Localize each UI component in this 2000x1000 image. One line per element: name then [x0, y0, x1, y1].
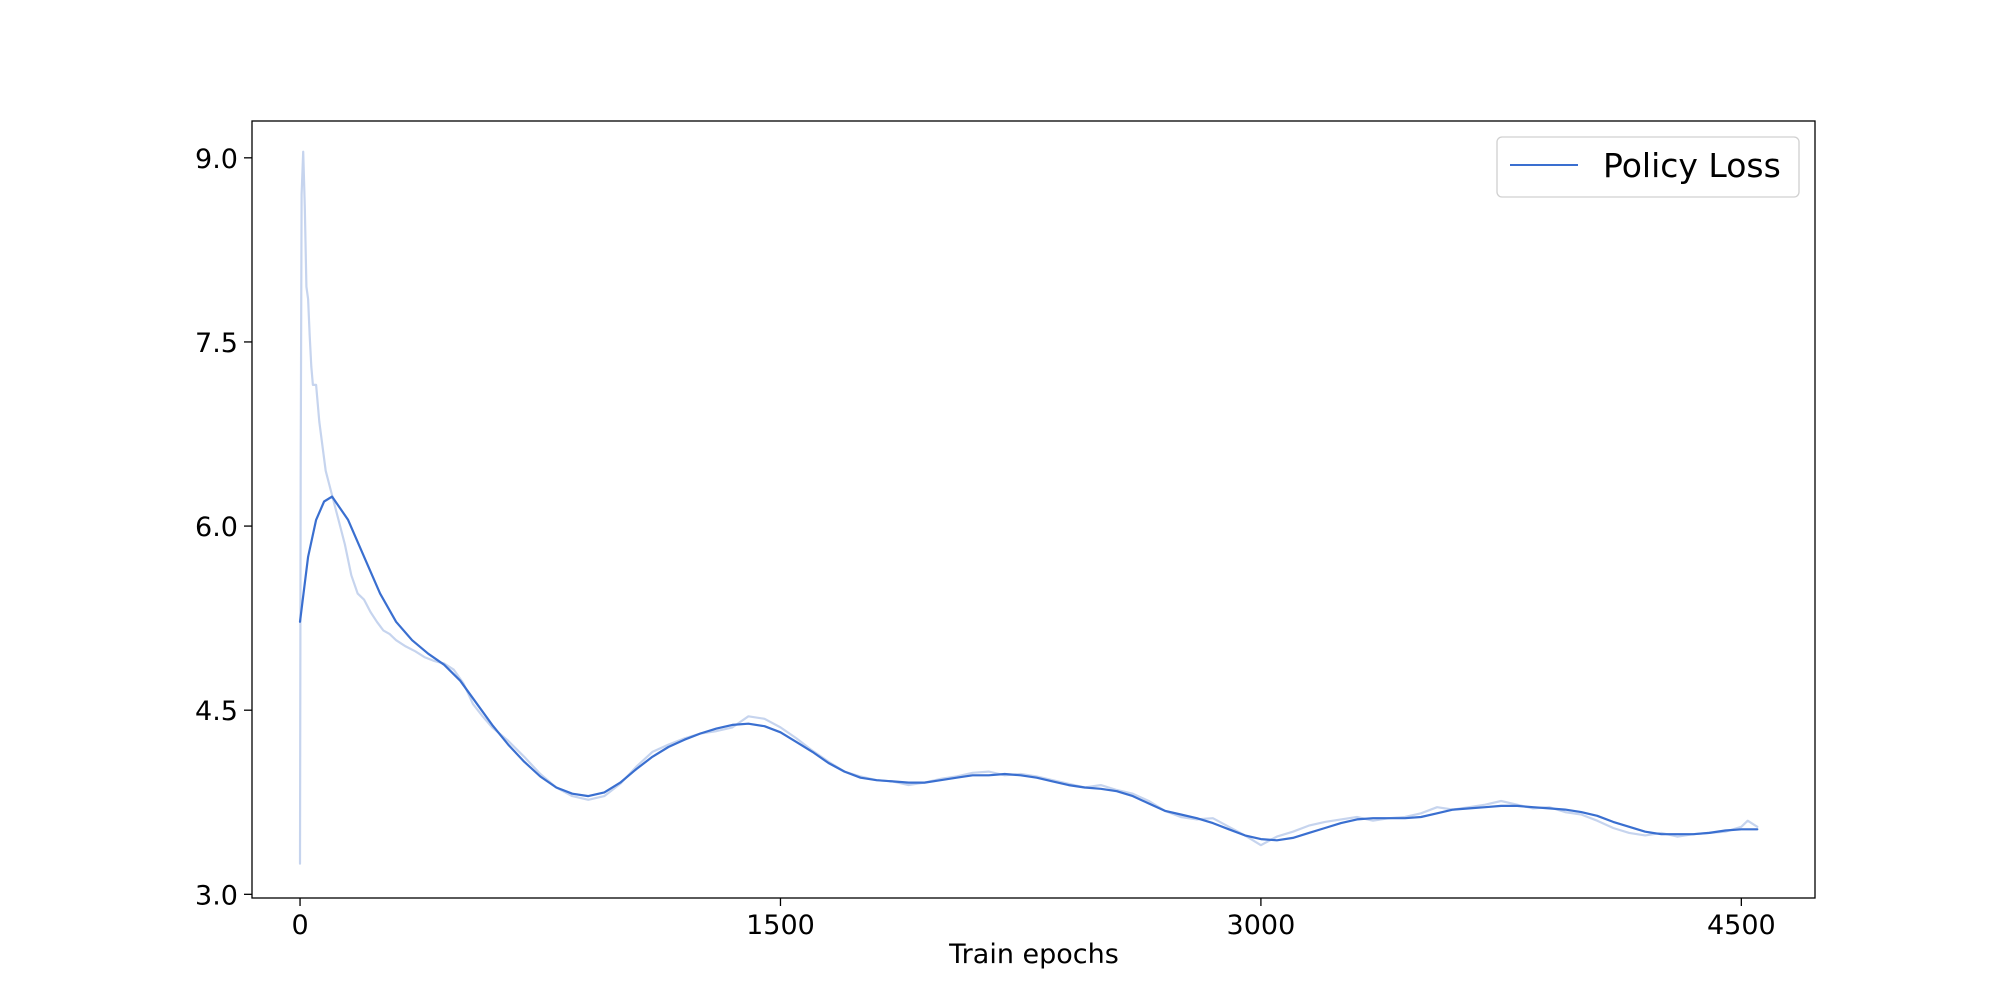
y-axis: 3.0 4.5 6.0 7.5 9.0 [195, 144, 252, 911]
y-tick-label: 6.0 [195, 512, 238, 543]
y-tick-label: 9.0 [195, 144, 238, 175]
x-tick-label: 3000 [1227, 910, 1296, 941]
x-axis-label: Train epochs [948, 939, 1119, 970]
policy-loss-line [298, 495, 1759, 842]
y-tick-label: 4.5 [195, 696, 238, 727]
legend-box [1496, 136, 1800, 198]
legend: Policy Loss [1496, 136, 1800, 198]
x-tick-label: 4500 [1707, 910, 1776, 941]
y-tick-label: 7.5 [195, 328, 238, 359]
x-tick-label: 0 [291, 910, 308, 941]
axes-frame [251, 120, 1816, 899]
plot-area [298, 150, 1759, 865]
x-tick-label: 1500 [746, 910, 815, 941]
y-tick-label: 3.0 [195, 880, 238, 911]
legend-label-policy-loss: Policy Loss [1603, 146, 1781, 185]
x-axis: 0 1500 3000 4500 [291, 898, 1776, 941]
